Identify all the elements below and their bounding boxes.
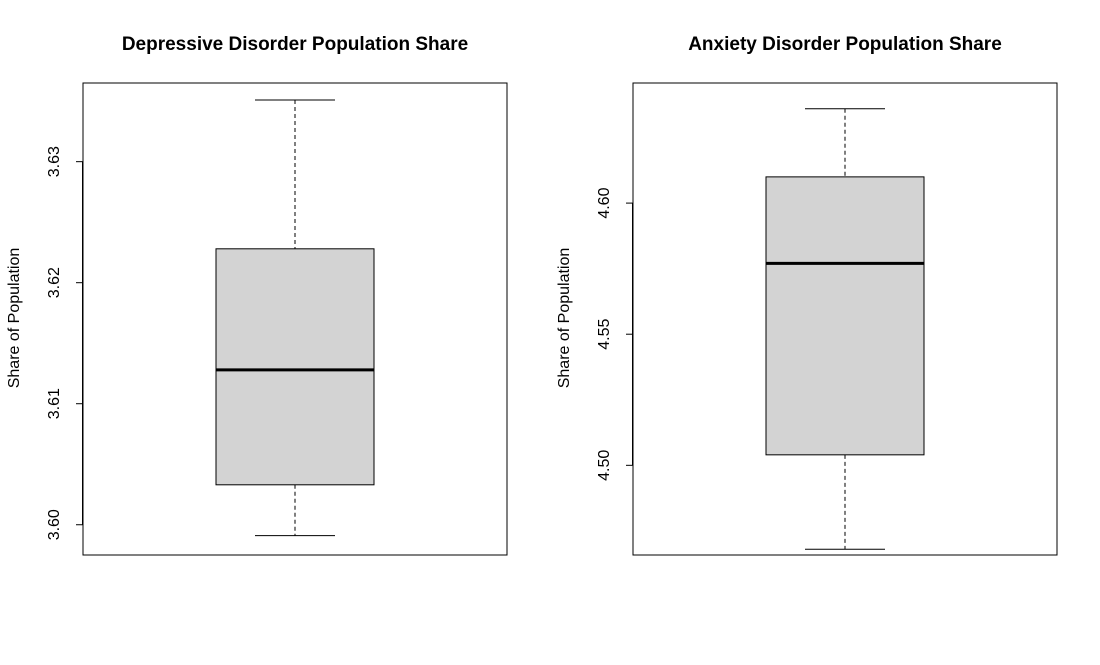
y-tick-label: 3.61	[46, 388, 63, 419]
y-axis-ticks: 3.60 3.61 3.62 3.63	[46, 146, 83, 540]
y-tick-label: 4.50	[596, 450, 613, 481]
iqr-box	[765, 176, 925, 456]
y-axis-label: Share of Population	[6, 248, 23, 389]
y-tick-label: 4.60	[596, 187, 613, 218]
y-tick-label: 3.63	[46, 146, 63, 177]
y-axis-ticks: 4.50 4.55 4.60	[596, 187, 633, 481]
iqr-box	[215, 248, 375, 486]
anxiety-boxplot-panel: Anxiety Disorder Population Share Share …	[556, 34, 1058, 556]
y-tick-label: 3.62	[46, 267, 63, 298]
y-tick-label: 4.55	[596, 319, 613, 350]
box-marks	[765, 108, 925, 550]
y-tick-label: 3.60	[46, 509, 63, 540]
box-marks	[215, 99, 375, 537]
chart-title: Depressive Disorder Population Share	[122, 34, 468, 55]
depressive-boxplot-panel: Depressive Disorder Population Share Sha…	[6, 34, 508, 556]
chart-title: Anxiety Disorder Population Share	[688, 34, 1002, 55]
y-axis-label: Share of Population	[556, 248, 573, 389]
